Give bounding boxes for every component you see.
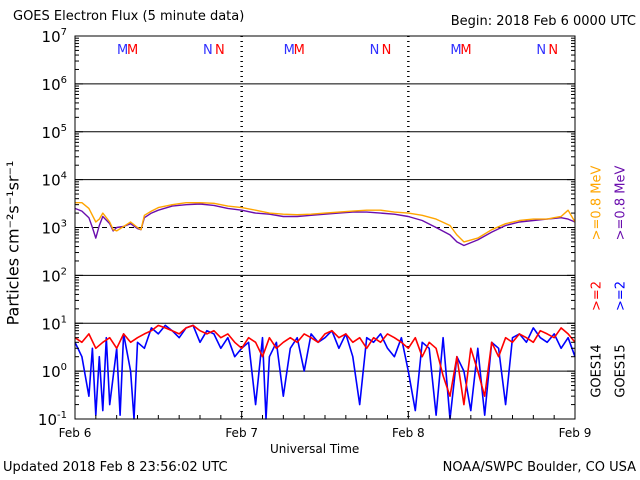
grid-lines [75, 36, 575, 419]
marker-n: N [382, 43, 392, 58]
axis-ticks: 10-1 100 101 102 103 104 105 106 107 Feb 6 Feb 7 Fe… [38, 27, 591, 440]
marker-n: N [370, 43, 380, 58]
legend-goes15-hi: >=2 [613, 280, 629, 312]
y-tick-label: 106 [42, 75, 67, 94]
marker-n: N [215, 43, 225, 58]
y-tick-label: 103 [42, 219, 67, 238]
marker-m: M [450, 43, 461, 58]
series-goes15-lo [74, 203, 576, 247]
marker-n: N [536, 43, 546, 58]
y-tick-label: 104 [42, 171, 67, 190]
marker-m: M [117, 43, 128, 58]
series-lines [74, 201, 576, 420]
y-tick-label: 100 [42, 362, 67, 381]
y-tick-label: 105 [42, 123, 67, 142]
series-goes15-hi [74, 324, 576, 420]
series-goes14-hi [74, 324, 576, 406]
y-tick-label: 10-1 [38, 410, 67, 429]
updated-timestamp: Updated 2018 Feb 8 23:56:02 UTC [3, 460, 228, 475]
marker-m: M [460, 43, 471, 58]
x-axis-title: Universal Time [270, 442, 360, 456]
marker-n: N [548, 43, 558, 58]
marker-n: N [203, 43, 213, 58]
y-tick-label: 101 [42, 314, 67, 333]
x-tick-label: Feb 9 [559, 426, 592, 440]
legend-goes14: GOES14 [589, 344, 605, 398]
y-tick-label: 107 [42, 27, 67, 46]
begin-time: Begin: 2018 Feb 6 0000 UTC [450, 14, 636, 29]
legend-goes14-hi: >=2 [589, 280, 605, 312]
legend-goes14-lo: >=0.8 MeV [589, 165, 605, 241]
chart-title: GOES Electron Flux (5 minute data) [13, 9, 245, 24]
x-tick-label: Feb 7 [225, 426, 258, 440]
marker-m: M [127, 43, 138, 58]
legend-goes15-lo: >=0.8 MeV [613, 165, 629, 241]
series-goes14-lo [75, 201, 576, 243]
marker-m: M [284, 43, 295, 58]
y-axis-title: Particles cm⁻²s⁻¹sr⁻¹ [3, 160, 23, 326]
satellite-markers: MM N N MM N N MM N N [117, 43, 558, 58]
credit-line: NOAA/SWPC Boulder, CO USA [442, 460, 636, 475]
marker-m: M [294, 43, 305, 58]
x-tick-label: Feb 6 [59, 426, 92, 440]
x-tick-label: Feb 8 [392, 426, 425, 440]
legend-goes15: GOES15 [613, 344, 629, 398]
y-tick-label: 102 [42, 266, 67, 285]
